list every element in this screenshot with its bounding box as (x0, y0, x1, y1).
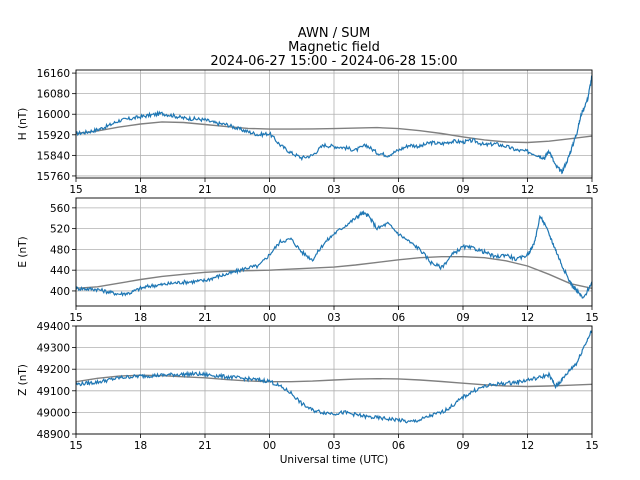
z-y-tick-label: 49400 (37, 321, 70, 333)
z-y-tick-label: 48900 (37, 429, 70, 441)
z-x-tick-label: 15 (69, 440, 82, 452)
e-y-tick-label: 520 (50, 224, 70, 236)
e-plot-frame (75, 197, 593, 307)
e-y-tick-label: 480 (50, 244, 70, 256)
z-x-tick-label: 21 (198, 440, 211, 452)
z-y-tick-label: 49200 (37, 364, 70, 376)
e-y-tick-label: 440 (50, 265, 70, 277)
z-x-tick-label: 00 (263, 440, 276, 452)
z-x-tick-label: 09 (456, 440, 469, 452)
z-y-axis-label: Z (nT) (17, 364, 29, 396)
e-x-tick-label: 03 (327, 312, 340, 324)
chart-title-station: AWN / SUM (298, 26, 370, 41)
z-baseline-line (76, 374, 592, 388)
z-y-tick-label: 49300 (37, 343, 70, 355)
h-x-tick-label: 03 (327, 184, 340, 196)
e-baseline-line (76, 256, 592, 289)
e-x-tick-label: 00 (263, 312, 276, 324)
e-y-axis-label: E (nT) (17, 236, 29, 267)
chart-title-quantity: Magnetic field (288, 40, 380, 55)
z-x-tick-label: 15 (585, 440, 598, 452)
h-x-tick-label: 12 (521, 184, 534, 196)
z-measured-line (76, 330, 592, 424)
x-axis-label: Universal time (UTC) (280, 454, 388, 466)
z-component-panel: 15 18 21 00 03 06 09 12 154890049000491004920049… (17, 321, 599, 452)
h-baseline-line (76, 121, 592, 144)
h-plot-frame (75, 69, 593, 179)
z-x-tick-label: 12 (521, 440, 534, 452)
z-x-tick-label: 03 (327, 440, 340, 452)
h-x-tick-label: 00 (263, 184, 276, 196)
e-y-tick-label: 400 (50, 286, 70, 298)
h-x-tick-label: 21 (198, 184, 211, 196)
z-x-tick-label: 06 (392, 440, 406, 452)
z-x-tick-label: 18 (134, 440, 147, 452)
e-x-tick-label: 06 (392, 312, 406, 324)
e-x-tick-label: 15 (585, 312, 598, 324)
h-component-panel: 15 18 21 00 03 06 09 12 151576015840159201600016… (17, 68, 599, 196)
h-x-tick-label: 18 (134, 184, 147, 196)
h-y-tick-label: 16160 (37, 68, 70, 80)
chart-title-range: 2024-06-27 15:00 - 2024-06-28 15:00 (210, 54, 457, 69)
h-x-tick-label: 09 (456, 184, 469, 196)
h-y-tick-label: 15840 (37, 150, 70, 162)
e-x-tick-label: 18 (134, 312, 147, 324)
h-y-tick-label: 16080 (37, 89, 70, 101)
h-measured-line (76, 75, 592, 175)
e-x-tick-label: 21 (198, 312, 211, 324)
e-y-tick-label: 560 (50, 203, 70, 215)
h-x-tick-label: 06 (392, 184, 406, 196)
e-x-tick-label: 09 (456, 312, 469, 324)
z-y-tick-label: 49000 (37, 407, 70, 419)
h-x-tick-label: 15 (585, 184, 598, 196)
e-x-tick-label: 15 (69, 312, 82, 324)
h-y-tick-label: 15760 (37, 171, 70, 183)
h-y-tick-label: 16000 (37, 109, 70, 121)
e-component-panel: 15 18 21 00 03 06 09 12 15 400 440 480 520 560 E (nT) (17, 197, 599, 324)
h-y-tick-label: 15920 (37, 130, 70, 142)
e-x-tick-label: 12 (521, 312, 534, 324)
z-y-tick-label: 49100 (37, 386, 70, 398)
h-y-axis-label: H (nT) (17, 108, 29, 141)
h-x-tick-label: 15 (69, 184, 82, 196)
e-measured-line (76, 209, 592, 299)
z-plot-frame (75, 325, 593, 435)
